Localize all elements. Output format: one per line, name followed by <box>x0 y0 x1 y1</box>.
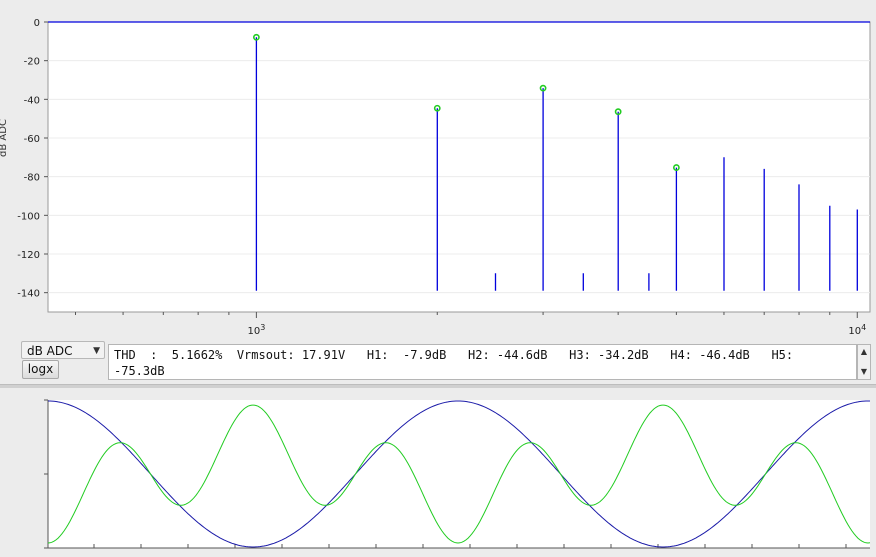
waveform-trace-green <box>47 404 871 544</box>
harmonic-peak-marker <box>614 108 622 116</box>
y-tick-label: -20 <box>24 57 40 68</box>
x-tick-label: 103 <box>247 323 265 337</box>
y-tick-label: -40 <box>24 95 40 106</box>
y-tick-label: -80 <box>24 173 40 184</box>
spectrum-trace <box>48 21 870 291</box>
spectrum-panel: 0 -20 -40 -60 -80 -100 -120 -140 103 104 dB ADC <box>0 0 876 338</box>
harmonic-peak-marker <box>539 84 547 92</box>
waveform-panel <box>0 388 876 557</box>
y-axis-label: dB ADC <box>0 119 9 157</box>
y-tick-label: -100 <box>17 211 40 222</box>
y-tick-label: -120 <box>17 250 40 261</box>
y-tick-label: -140 <box>17 289 40 300</box>
panel-splitter[interactable] <box>0 384 876 388</box>
plot-area <box>47 21 871 313</box>
dropdown-arrow-icon: ▼ <box>93 346 100 356</box>
scroll-down-icon[interactable]: ▼ <box>860 367 868 376</box>
harmonic-peak-marker <box>433 104 441 112</box>
y-tick-label: 0 <box>34 18 40 29</box>
harmonic-peak-marker <box>672 164 680 171</box>
waveform-area <box>48 400 870 548</box>
harmonics-info-text[interactable]: THD : 5.1662% Vrmsout: 17.91V H1: -7.9dB… <box>108 344 857 380</box>
scroll-up-icon[interactable]: ▲ <box>860 347 868 356</box>
waveform-trace-blue <box>48 400 870 548</box>
y-tick-label: -60 <box>24 134 40 145</box>
waveform-plot[interactable] <box>0 388 876 557</box>
spectrum-plot[interactable]: 0 -20 -40 -60 -80 -100 -120 -140 103 104 dB ADC <box>0 0 876 338</box>
logx-button[interactable]: logx <box>22 360 59 379</box>
info-scrollbar[interactable]: ▲ ▼ <box>857 344 871 380</box>
scale-select[interactable]: dB ADC ▼ <box>21 341 105 359</box>
scale-select-value: dB ADC <box>27 344 73 358</box>
x-tick-label: 104 <box>848 323 866 337</box>
harmonic-peak-marker <box>252 33 260 41</box>
